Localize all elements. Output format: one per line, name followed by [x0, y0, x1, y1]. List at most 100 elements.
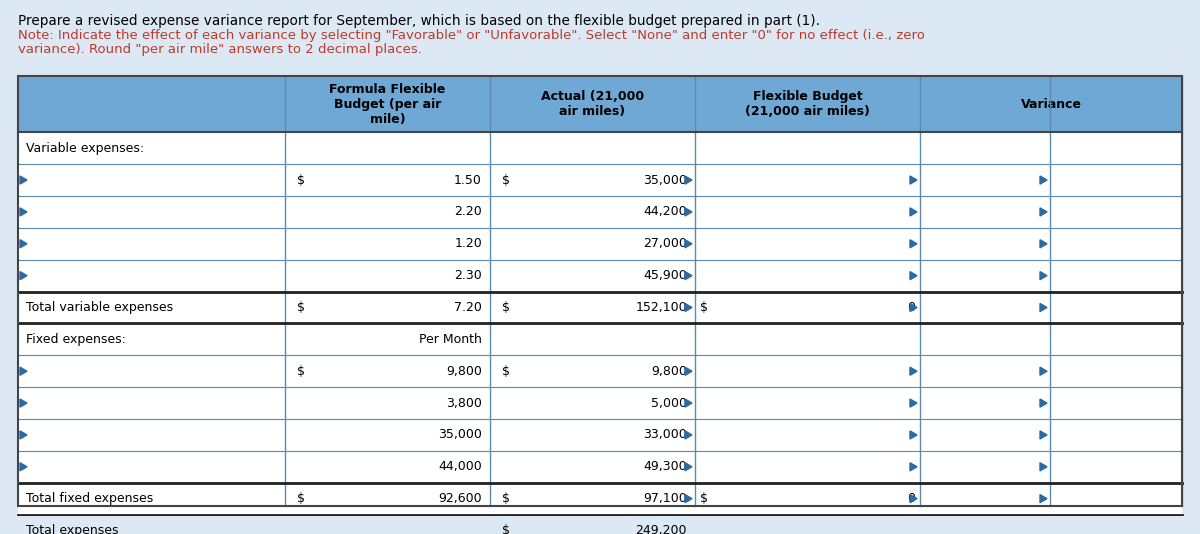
- Text: 249,200: 249,200: [636, 524, 686, 534]
- Bar: [18, 483, 1182, 515]
- Text: 1.20: 1.20: [455, 237, 482, 250]
- Polygon shape: [20, 463, 28, 471]
- Polygon shape: [20, 367, 28, 375]
- Polygon shape: [20, 208, 28, 216]
- Polygon shape: [1040, 208, 1046, 216]
- Polygon shape: [910, 494, 917, 502]
- Text: $: $: [700, 492, 708, 505]
- Polygon shape: [1040, 303, 1046, 311]
- Bar: [18, 387, 1182, 419]
- Polygon shape: [1040, 272, 1046, 280]
- Text: $: $: [502, 492, 510, 505]
- Text: 35,000: 35,000: [438, 428, 482, 442]
- Bar: [18, 76, 1182, 506]
- Text: 1.50: 1.50: [454, 174, 482, 186]
- Text: Per Month: Per Month: [419, 333, 482, 346]
- Text: 97,100: 97,100: [643, 492, 686, 505]
- Polygon shape: [685, 399, 692, 407]
- Text: $: $: [298, 301, 305, 314]
- Text: Total variable expenses: Total variable expenses: [26, 301, 173, 314]
- Bar: [18, 355, 1182, 387]
- Bar: [18, 292, 1182, 324]
- Polygon shape: [910, 463, 917, 471]
- Polygon shape: [685, 272, 692, 280]
- Text: $: $: [502, 524, 510, 534]
- Polygon shape: [1040, 399, 1046, 407]
- Text: $: $: [502, 365, 510, 378]
- Text: 92,600: 92,600: [438, 492, 482, 505]
- Bar: [18, 76, 1182, 132]
- Text: Flexible Budget
(21,000 air miles): Flexible Budget (21,000 air miles): [745, 90, 870, 118]
- Text: Formula Flexible
Budget (per air
mile): Formula Flexible Budget (per air mile): [329, 83, 445, 126]
- Text: Prepare a revised expense variance report for September, which is based on the f: Prepare a revised expense variance repor…: [18, 13, 820, 28]
- Polygon shape: [1040, 463, 1046, 471]
- Bar: [18, 228, 1182, 260]
- Text: Total fixed expenses: Total fixed expenses: [26, 492, 154, 505]
- Text: $: $: [298, 492, 305, 505]
- Text: 5,000: 5,000: [650, 397, 686, 410]
- Bar: [18, 515, 1182, 534]
- Polygon shape: [910, 431, 917, 439]
- Polygon shape: [685, 367, 692, 375]
- Text: Actual (21,000
air miles): Actual (21,000 air miles): [541, 90, 644, 118]
- Polygon shape: [1040, 240, 1046, 248]
- Polygon shape: [685, 494, 692, 502]
- Polygon shape: [20, 272, 28, 280]
- Bar: [18, 132, 1182, 164]
- Polygon shape: [910, 399, 917, 407]
- Text: Variable expenses:: Variable expenses:: [26, 142, 144, 155]
- Bar: [18, 196, 1182, 228]
- Text: Fixed expenses:: Fixed expenses:: [26, 333, 126, 346]
- Bar: [18, 164, 1182, 196]
- Text: Total expenses: Total expenses: [26, 524, 119, 534]
- Text: 35,000: 35,000: [643, 174, 686, 186]
- Text: $: $: [502, 174, 510, 186]
- Text: variance). Round "per air mile" answers to 2 decimal places.: variance). Round "per air mile" answers …: [18, 43, 422, 57]
- Text: 44,200: 44,200: [643, 206, 686, 218]
- Polygon shape: [685, 431, 692, 439]
- Text: 0: 0: [907, 492, 916, 505]
- Polygon shape: [685, 463, 692, 471]
- Text: 152,100: 152,100: [635, 301, 686, 314]
- Polygon shape: [20, 399, 28, 407]
- Polygon shape: [910, 303, 917, 311]
- Bar: [18, 324, 1182, 355]
- Polygon shape: [910, 208, 917, 216]
- Text: 9,800: 9,800: [446, 365, 482, 378]
- Text: $: $: [298, 174, 305, 186]
- Text: 33,000: 33,000: [643, 428, 686, 442]
- Text: 2.20: 2.20: [455, 206, 482, 218]
- Text: 9,800: 9,800: [652, 365, 686, 378]
- Polygon shape: [685, 303, 692, 311]
- Polygon shape: [20, 240, 28, 248]
- Bar: [18, 419, 1182, 451]
- Text: 45,900: 45,900: [643, 269, 686, 282]
- Text: Variance: Variance: [1020, 98, 1081, 111]
- Polygon shape: [685, 176, 692, 184]
- Polygon shape: [685, 527, 692, 534]
- Polygon shape: [685, 208, 692, 216]
- Polygon shape: [1040, 527, 1046, 534]
- Polygon shape: [1040, 431, 1046, 439]
- Text: 7.20: 7.20: [454, 301, 482, 314]
- Polygon shape: [1040, 494, 1046, 502]
- Text: 49,300: 49,300: [643, 460, 686, 473]
- Polygon shape: [20, 176, 28, 184]
- Text: 2.30: 2.30: [455, 269, 482, 282]
- Bar: [18, 260, 1182, 292]
- Text: Note: Indicate the effect of each variance by selecting "Favorable" or "Unfavora: Note: Indicate the effect of each varian…: [18, 29, 925, 42]
- Polygon shape: [685, 240, 692, 248]
- Text: 27,000: 27,000: [643, 237, 686, 250]
- Polygon shape: [1040, 176, 1046, 184]
- Polygon shape: [910, 527, 917, 534]
- Polygon shape: [1040, 367, 1046, 375]
- Text: 0: 0: [907, 301, 916, 314]
- Bar: [18, 451, 1182, 483]
- Polygon shape: [910, 272, 917, 280]
- Polygon shape: [910, 176, 917, 184]
- Text: $: $: [502, 301, 510, 314]
- Text: $: $: [298, 365, 305, 378]
- Text: 44,000: 44,000: [438, 460, 482, 473]
- Text: $: $: [700, 301, 708, 314]
- Text: 3,800: 3,800: [446, 397, 482, 410]
